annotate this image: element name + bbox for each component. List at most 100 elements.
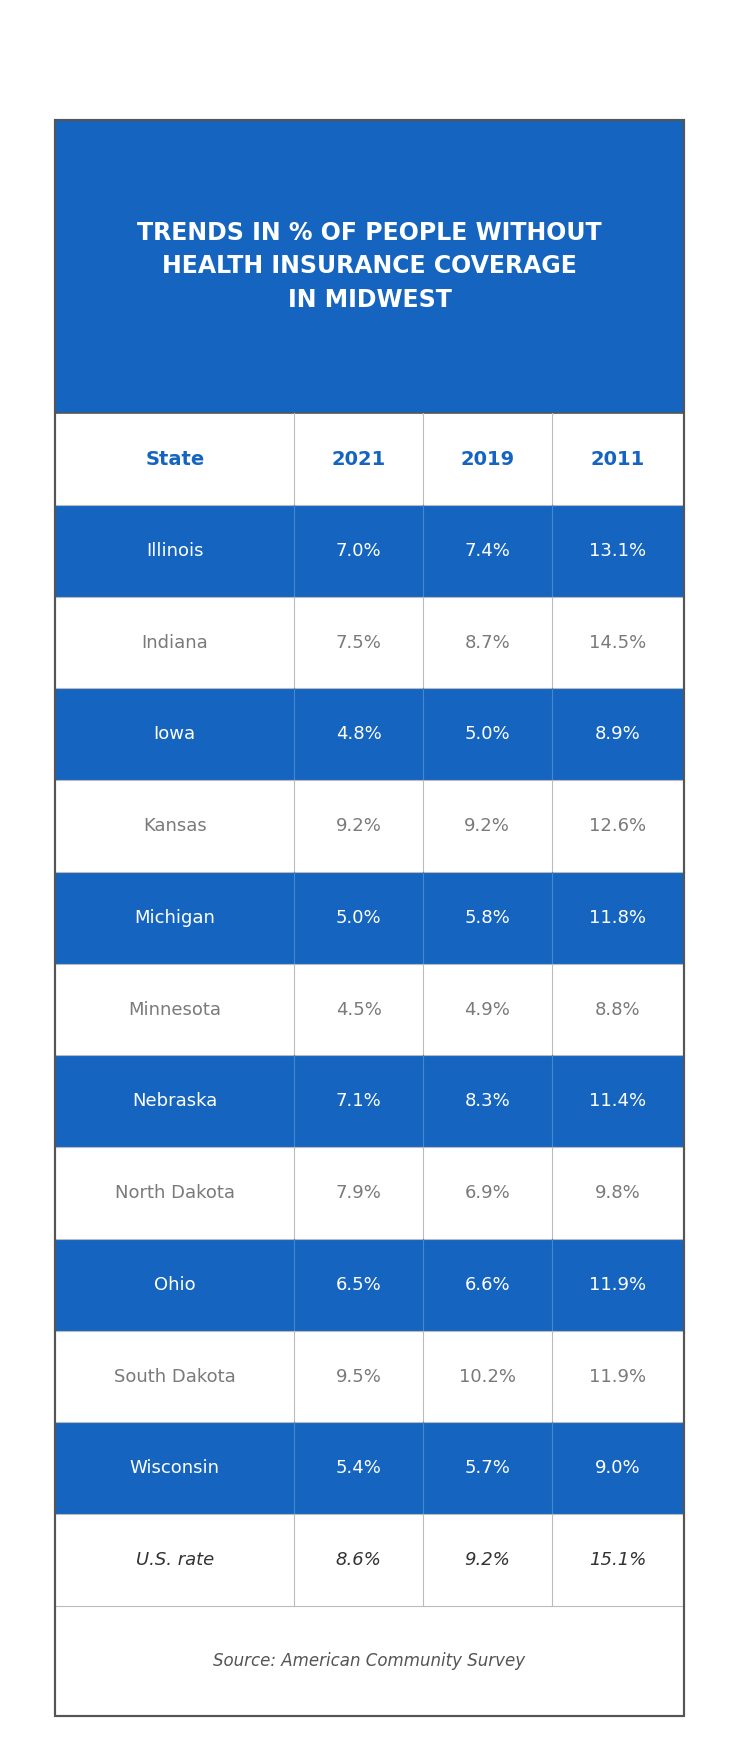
- Text: U.S. rate: U.S. rate: [136, 1551, 214, 1568]
- Bar: [423, 1331, 552, 1422]
- Text: 11.9%: 11.9%: [589, 1276, 646, 1294]
- Bar: [55, 1605, 684, 1716]
- Text: Nebraska: Nebraska: [132, 1093, 217, 1111]
- Bar: [423, 414, 552, 505]
- Bar: [294, 1331, 423, 1422]
- Bar: [423, 964, 552, 1056]
- Bar: [294, 1239, 423, 1331]
- Bar: [55, 120, 684, 1716]
- Text: South Dakota: South Dakota: [114, 1368, 236, 1385]
- Text: 5.8%: 5.8%: [464, 908, 510, 928]
- Bar: [55, 120, 684, 1716]
- Bar: [552, 1422, 684, 1514]
- Bar: [423, 780, 552, 871]
- Bar: [55, 1056, 294, 1148]
- Text: Indiana: Indiana: [141, 634, 208, 651]
- Bar: [55, 597, 294, 688]
- Bar: [423, 505, 552, 597]
- Text: 8.8%: 8.8%: [595, 1001, 641, 1019]
- Text: 5.0%: 5.0%: [465, 725, 510, 743]
- Text: 15.1%: 15.1%: [589, 1551, 647, 1568]
- Bar: [423, 688, 552, 780]
- Text: Iowa: Iowa: [154, 725, 196, 743]
- Bar: [294, 597, 423, 688]
- Text: 11.8%: 11.8%: [589, 908, 646, 928]
- Text: 12.6%: 12.6%: [589, 817, 646, 834]
- Text: 9.2%: 9.2%: [464, 817, 510, 834]
- Bar: [55, 964, 294, 1056]
- Bar: [294, 964, 423, 1056]
- Text: 2021: 2021: [331, 449, 386, 468]
- Text: 13.1%: 13.1%: [589, 542, 646, 560]
- Bar: [55, 414, 294, 505]
- Text: 7.0%: 7.0%: [336, 542, 381, 560]
- Text: 10.2%: 10.2%: [459, 1368, 516, 1385]
- Text: Ohio: Ohio: [154, 1276, 196, 1294]
- Bar: [423, 1422, 552, 1514]
- Bar: [552, 1056, 684, 1148]
- Text: 4.9%: 4.9%: [464, 1001, 510, 1019]
- Bar: [552, 1148, 684, 1239]
- Text: 9.0%: 9.0%: [595, 1459, 641, 1477]
- Text: 14.5%: 14.5%: [589, 634, 646, 651]
- Bar: [552, 505, 684, 597]
- Text: 8.3%: 8.3%: [464, 1093, 510, 1111]
- Bar: [55, 505, 294, 597]
- Text: 7.9%: 7.9%: [336, 1184, 381, 1202]
- Text: 2019: 2019: [460, 449, 514, 468]
- Bar: [294, 1056, 423, 1148]
- Bar: [552, 597, 684, 688]
- Bar: [294, 414, 423, 505]
- Text: Source: American Community Survey: Source: American Community Survey: [214, 1653, 525, 1670]
- Text: 6.9%: 6.9%: [464, 1184, 510, 1202]
- Bar: [423, 1239, 552, 1331]
- Text: 7.5%: 7.5%: [336, 634, 381, 651]
- Bar: [294, 780, 423, 871]
- Text: 2011: 2011: [590, 449, 644, 468]
- Bar: [552, 964, 684, 1056]
- Bar: [552, 780, 684, 871]
- Text: 5.7%: 5.7%: [464, 1459, 510, 1477]
- Text: 6.5%: 6.5%: [336, 1276, 381, 1294]
- Bar: [294, 505, 423, 597]
- Bar: [55, 780, 294, 871]
- Bar: [423, 1056, 552, 1148]
- Text: 8.6%: 8.6%: [336, 1551, 381, 1568]
- Text: 4.8%: 4.8%: [336, 725, 381, 743]
- Bar: [55, 1514, 294, 1605]
- Bar: [552, 1239, 684, 1331]
- Bar: [552, 688, 684, 780]
- Bar: [294, 688, 423, 780]
- Text: Wisconsin: Wisconsin: [130, 1459, 219, 1477]
- Bar: [55, 1331, 294, 1422]
- Text: 7.4%: 7.4%: [464, 542, 510, 560]
- Bar: [294, 1148, 423, 1239]
- Bar: [55, 1239, 294, 1331]
- Bar: [55, 120, 684, 414]
- Bar: [294, 1514, 423, 1605]
- Text: 5.4%: 5.4%: [336, 1459, 381, 1477]
- Text: Kansas: Kansas: [143, 817, 207, 834]
- Text: 8.9%: 8.9%: [595, 725, 641, 743]
- Bar: [552, 871, 684, 964]
- Bar: [423, 1148, 552, 1239]
- Text: TRENDS IN % OF PEOPLE WITHOUT
HEALTH INSURANCE COVERAGE
IN MIDWEST: TRENDS IN % OF PEOPLE WITHOUT HEALTH INS…: [137, 222, 602, 312]
- Bar: [552, 1514, 684, 1605]
- Text: 8.7%: 8.7%: [464, 634, 510, 651]
- Text: State: State: [145, 449, 205, 468]
- Bar: [55, 688, 294, 780]
- Text: 7.1%: 7.1%: [336, 1093, 381, 1111]
- Text: 9.2%: 9.2%: [336, 817, 381, 834]
- Bar: [55, 871, 294, 964]
- Text: 11.9%: 11.9%: [589, 1368, 646, 1385]
- Bar: [552, 414, 684, 505]
- Bar: [294, 871, 423, 964]
- Bar: [552, 1331, 684, 1422]
- Bar: [294, 1422, 423, 1514]
- Text: 9.8%: 9.8%: [595, 1184, 641, 1202]
- Text: Michigan: Michigan: [134, 908, 215, 928]
- Text: 6.6%: 6.6%: [465, 1276, 510, 1294]
- Text: 4.5%: 4.5%: [336, 1001, 381, 1019]
- Bar: [423, 871, 552, 964]
- Bar: [423, 1514, 552, 1605]
